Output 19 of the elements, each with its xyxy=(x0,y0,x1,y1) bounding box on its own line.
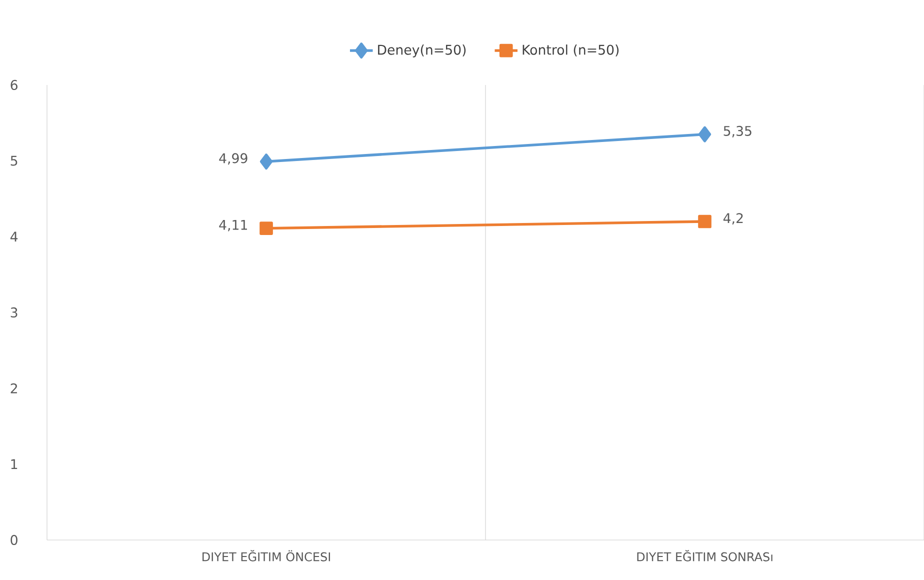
point xyxy=(260,222,273,235)
data-label: 4,99 xyxy=(219,153,248,165)
y-tick-label: 3 xyxy=(10,307,18,318)
point xyxy=(698,126,712,142)
x-tick-label: DIYET EĞITIM SONRASı xyxy=(637,550,772,562)
data-label: 5,35 xyxy=(724,126,752,138)
y-tick-label: 6 xyxy=(10,80,18,90)
y-tick-label: 5 xyxy=(10,156,18,166)
y-tick-label: 1 xyxy=(11,459,18,470)
point xyxy=(698,214,712,228)
legend-label: Deney(n=50) xyxy=(378,44,466,58)
y-tick-label: 2 xyxy=(10,383,17,394)
data-label: 4,2 xyxy=(723,213,743,225)
legend-label: Kontrol (n=50) xyxy=(522,44,619,56)
point xyxy=(260,154,273,170)
y-tick-label: 0 xyxy=(10,534,18,546)
data-label: 4,11 xyxy=(219,220,247,232)
x-tick-label: DIYET EĞITIM ÖNCESI xyxy=(202,550,330,562)
y-tick-label: 4 xyxy=(10,232,18,242)
